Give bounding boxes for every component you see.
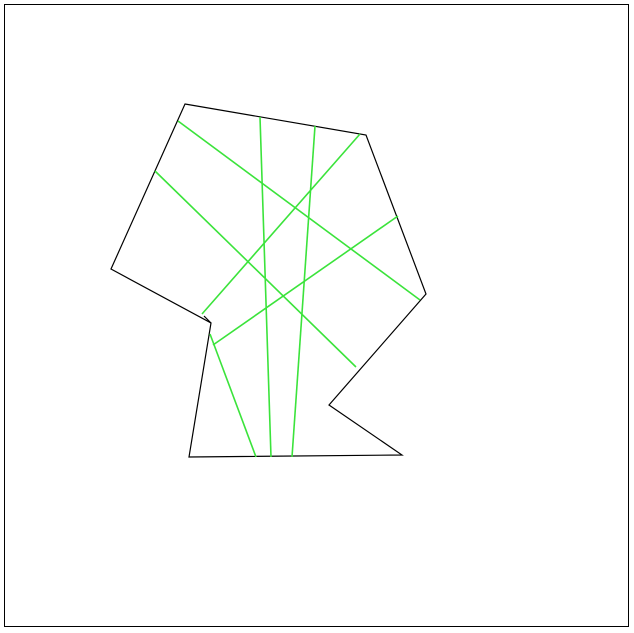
polygon-notch-edge: [203, 315, 212, 324]
chord-2: [154, 170, 357, 368]
canvas-border: [4, 4, 629, 627]
polygon-outline: [110, 103, 427, 458]
chord-3: [259, 116, 272, 458]
chord-7: [209, 333, 257, 458]
chord-6: [212, 215, 399, 346]
chord-1: [177, 120, 421, 301]
chord-4: [291, 125, 316, 458]
chord-5: [201, 133, 361, 315]
chord-group: [154, 116, 421, 458]
